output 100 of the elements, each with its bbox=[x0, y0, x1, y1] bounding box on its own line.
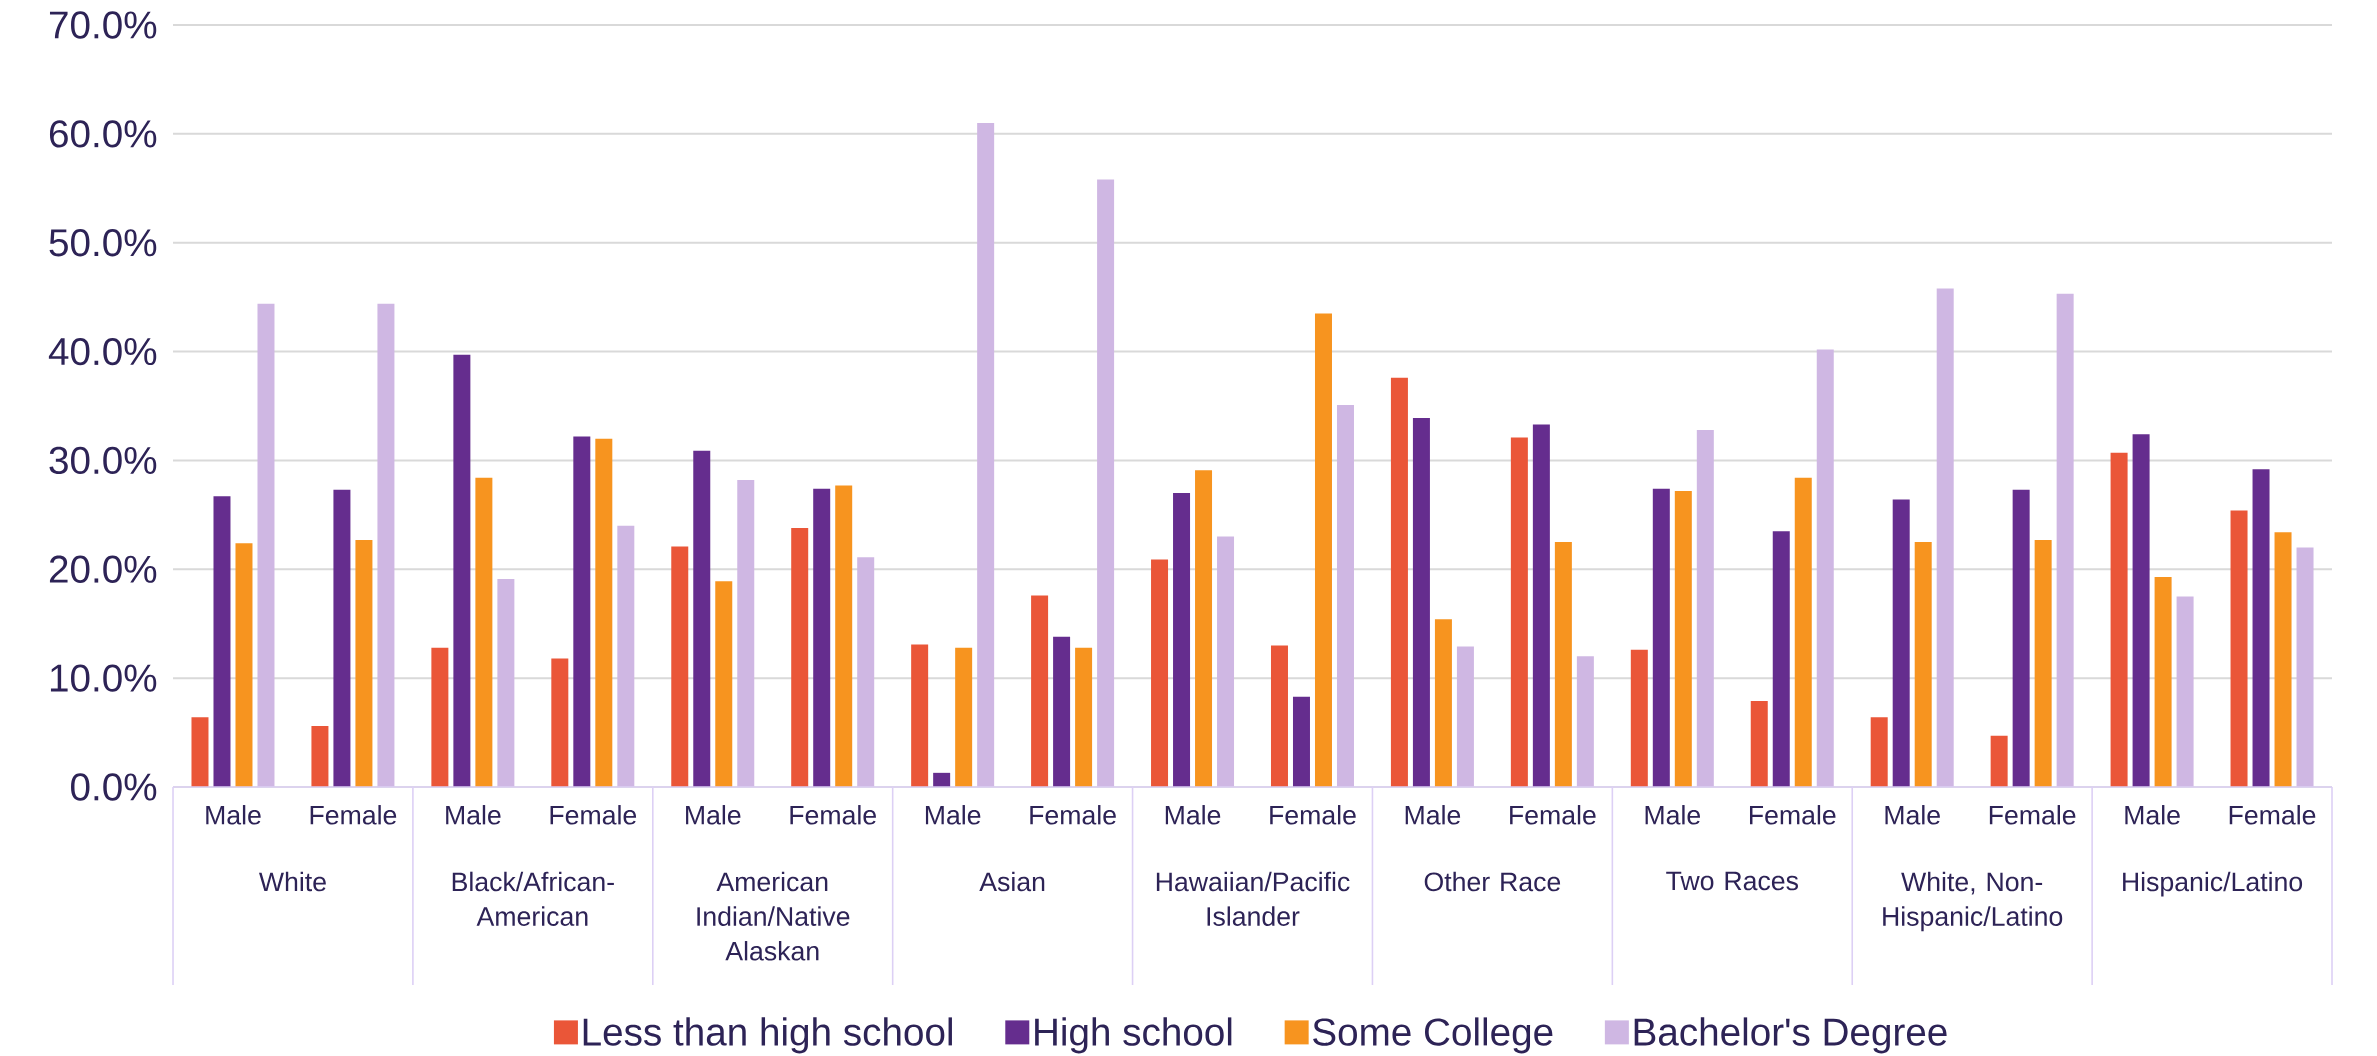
bar bbox=[1870, 717, 1888, 787]
bar bbox=[1151, 559, 1169, 787]
x-tick-label: Female bbox=[550, 805, 637, 825]
x-tick-label: Male bbox=[1405, 805, 1461, 825]
bar bbox=[813, 488, 831, 787]
bar bbox=[257, 303, 275, 787]
bar bbox=[1031, 595, 1049, 787]
bar bbox=[1630, 649, 1648, 787]
bar bbox=[377, 303, 395, 787]
text: Two Races bbox=[1666, 871, 1798, 891]
y-tick-label: 40.0% bbox=[48, 337, 157, 366]
bar bbox=[2154, 576, 2172, 787]
x-tick-label: Female bbox=[1030, 805, 1116, 825]
x-tick-label: Male bbox=[686, 805, 741, 825]
text: Asian bbox=[979, 871, 1045, 892]
bar bbox=[235, 543, 253, 787]
bar bbox=[671, 546, 689, 787]
bar bbox=[1936, 288, 1954, 787]
bar bbox=[355, 539, 373, 787]
y-tick-label: 60.0% bbox=[49, 120, 157, 148]
bar bbox=[311, 726, 329, 787]
bar bbox=[2230, 510, 2248, 787]
y-tick-label: 10.0% bbox=[50, 664, 157, 692]
bar bbox=[2034, 539, 2052, 787]
bar bbox=[1053, 636, 1071, 787]
text: White, Non-Hispanic/Latino bbox=[1883, 871, 2063, 932]
bar bbox=[1510, 437, 1528, 787]
legend-label: High school bbox=[1035, 1017, 1232, 1054]
bar bbox=[1336, 404, 1354, 787]
bar bbox=[1772, 531, 1790, 787]
bar bbox=[2056, 293, 2074, 787]
y-tick-label: 0.0% bbox=[71, 773, 157, 801]
text: White bbox=[259, 871, 326, 892]
x-tick-label: Male bbox=[206, 805, 261, 825]
y-tick-label: 30.0% bbox=[49, 446, 157, 475]
y-tick-label: 50.0% bbox=[49, 229, 157, 257]
bar bbox=[2110, 452, 2128, 787]
x-tick-label: Male bbox=[1885, 805, 1940, 825]
bar bbox=[2176, 596, 2194, 787]
bar bbox=[1750, 700, 1768, 787]
x-tick-label: Male bbox=[2125, 805, 2180, 825]
bar bbox=[1390, 377, 1408, 787]
text: Other Race bbox=[1424, 871, 1561, 892]
x-tick-label: Male bbox=[1645, 805, 1701, 825]
bar bbox=[1270, 645, 1288, 787]
x-tick-label: Female bbox=[1989, 805, 2076, 825]
bar bbox=[1652, 488, 1670, 787]
bar bbox=[1816, 349, 1834, 787]
legend-label: Bachelor's Degree bbox=[1634, 1017, 1947, 1054]
bar bbox=[693, 450, 711, 787]
bar bbox=[497, 579, 515, 787]
bar bbox=[617, 525, 635, 787]
x-tick-label: Female bbox=[1510, 805, 1596, 825]
x-tick-label: Male bbox=[1165, 805, 1221, 825]
x-tick-label: Male bbox=[925, 805, 981, 825]
text: Hispanic/Latino bbox=[2123, 871, 2303, 897]
x-tick-label: Female bbox=[1750, 805, 1836, 825]
bar bbox=[595, 438, 613, 787]
bar bbox=[333, 489, 351, 787]
x-tick-label: Female bbox=[1270, 805, 1356, 825]
y-tick-label: 20.0% bbox=[49, 555, 157, 583]
bar bbox=[1794, 477, 1812, 787]
bar bbox=[213, 496, 231, 787]
bar bbox=[475, 477, 493, 787]
bar bbox=[1532, 424, 1550, 787]
text: American Indian/Native Alaskan bbox=[697, 871, 850, 961]
bar bbox=[2274, 532, 2292, 787]
bar bbox=[911, 644, 929, 787]
bar bbox=[955, 647, 973, 787]
x-tick-label: Female bbox=[790, 805, 876, 825]
bar bbox=[977, 122, 995, 787]
bar bbox=[1173, 493, 1191, 787]
x-tick-label: Female bbox=[2229, 805, 2316, 825]
x-tick-label: Male bbox=[446, 805, 501, 825]
x-tick-label: Female bbox=[310, 805, 397, 825]
bar bbox=[1195, 470, 1213, 787]
bar bbox=[1314, 313, 1332, 787]
y-tick-label: 70.0% bbox=[49, 11, 157, 39]
bar bbox=[1217, 536, 1235, 787]
bar bbox=[1434, 619, 1452, 787]
bar bbox=[573, 436, 591, 787]
bar bbox=[835, 485, 853, 787]
bar bbox=[933, 772, 951, 787]
bar bbox=[1554, 542, 1572, 787]
bar bbox=[191, 717, 209, 787]
bar bbox=[1990, 735, 2008, 787]
bar bbox=[2132, 434, 2150, 787]
bar bbox=[1456, 646, 1474, 787]
bar bbox=[1696, 429, 1714, 787]
bar bbox=[551, 658, 569, 787]
bar bbox=[2252, 469, 2270, 787]
bar bbox=[791, 527, 809, 787]
bar bbox=[1892, 499, 1910, 787]
bar bbox=[715, 581, 733, 787]
legend-label: Less than high school bbox=[583, 1017, 952, 1054]
bar bbox=[2012, 489, 2030, 787]
bar bbox=[857, 557, 875, 787]
bar bbox=[1292, 696, 1310, 787]
bar bbox=[1576, 656, 1594, 787]
legend-label: Some College bbox=[1313, 1017, 1553, 1054]
